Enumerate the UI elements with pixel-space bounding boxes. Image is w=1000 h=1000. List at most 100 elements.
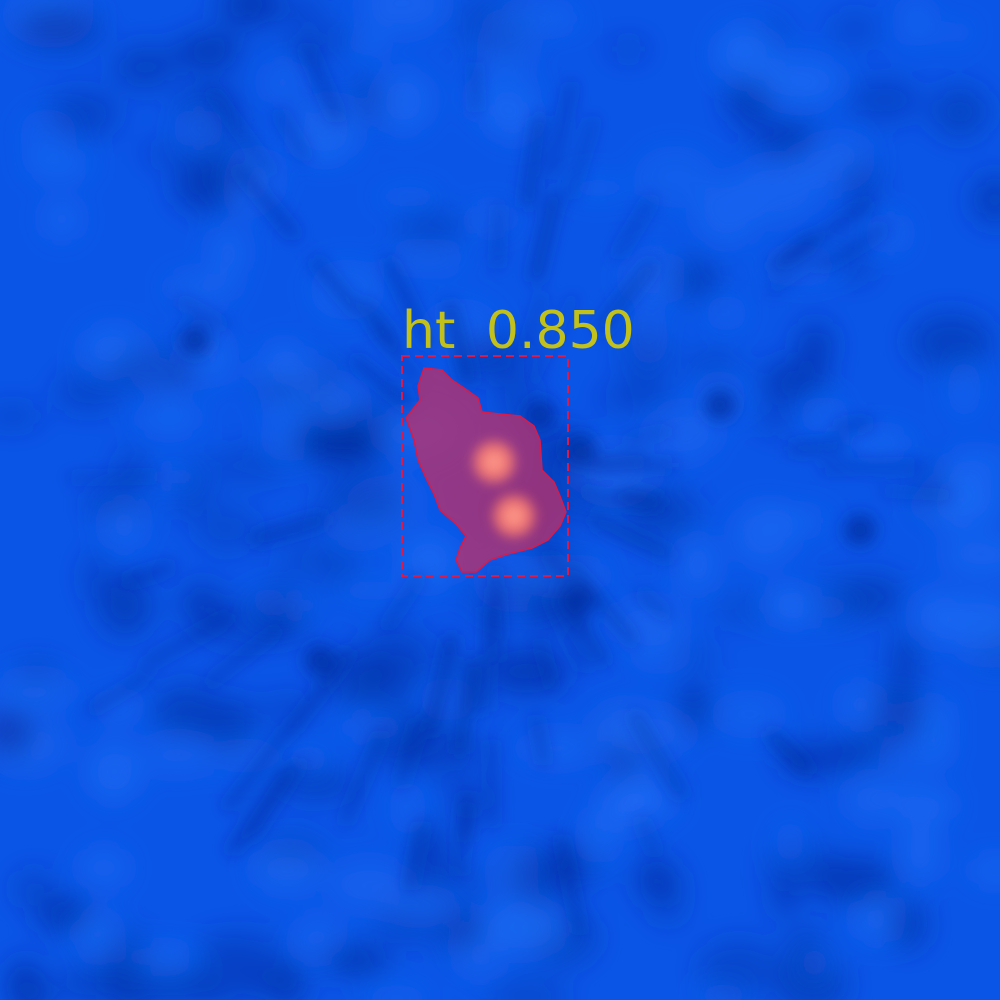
noise-blotch xyxy=(969,856,1000,886)
noise-streak xyxy=(87,672,151,714)
noise-blotch xyxy=(847,78,922,122)
noise-blotch xyxy=(291,106,358,162)
noise-blotch xyxy=(197,506,259,552)
noise-blotch xyxy=(607,38,650,60)
noise-streak xyxy=(454,654,475,755)
noise-streak xyxy=(879,488,955,499)
noise-blotch xyxy=(181,109,216,147)
noise-streak xyxy=(521,115,546,209)
noise-streak xyxy=(176,297,230,330)
noise-streak xyxy=(382,573,424,631)
noise-blotch xyxy=(888,899,928,951)
noise-blotch xyxy=(839,682,881,728)
noise-streak xyxy=(532,714,548,766)
noise-blotch xyxy=(913,587,956,645)
noise-blotch xyxy=(565,176,631,200)
noise-blotch xyxy=(78,847,130,889)
noise-blotch xyxy=(389,780,426,837)
noise-streak xyxy=(832,418,874,432)
detection-label: ht 0.850 xyxy=(402,301,635,361)
noise-streak xyxy=(300,42,344,123)
noise-streak xyxy=(556,833,586,936)
noise-streak xyxy=(121,562,176,586)
noise-blotch xyxy=(462,574,548,619)
noise-blotch xyxy=(97,575,154,637)
noise-streak xyxy=(621,427,674,444)
noise-blotch xyxy=(901,0,932,47)
dark-spot xyxy=(844,514,876,546)
noise-blotch xyxy=(359,624,436,687)
noise-blotch xyxy=(146,466,201,488)
noise-blotch xyxy=(354,31,384,56)
noise-blotch xyxy=(829,12,880,46)
noise-blotch xyxy=(920,714,952,769)
noise-streak xyxy=(405,821,427,891)
noise-blotch xyxy=(284,594,314,617)
noise-blotch xyxy=(376,69,432,133)
noise-blotch xyxy=(13,869,55,909)
noise-blotch xyxy=(495,5,583,31)
noise-streak xyxy=(589,514,675,562)
noise-streak xyxy=(274,108,311,162)
noise-blotch xyxy=(0,709,36,756)
noise-blotch xyxy=(908,312,994,371)
dark-spot xyxy=(704,389,736,421)
noise-blotch xyxy=(121,978,154,1000)
noise-blotch xyxy=(596,387,676,409)
noise-blotch xyxy=(518,731,596,765)
noise-blotch xyxy=(7,959,41,1000)
noise-blotch xyxy=(42,197,82,241)
noise-blotch xyxy=(140,967,224,1000)
noise-blotch xyxy=(385,245,469,270)
noise-blotch xyxy=(22,154,96,176)
noise-blotch xyxy=(113,45,177,90)
noise-streak xyxy=(204,625,283,688)
noise-streak xyxy=(482,606,492,712)
noise-blotch xyxy=(697,939,781,999)
noise-blotch xyxy=(334,578,411,603)
noise-blotch xyxy=(915,461,948,514)
noise-blotch xyxy=(887,786,957,823)
noise-blotch xyxy=(255,378,297,401)
noise-streak xyxy=(247,757,305,841)
noise-blotch xyxy=(400,532,458,589)
noise-blotch xyxy=(619,329,674,390)
noise-blotch xyxy=(799,946,830,980)
noise-blotch xyxy=(153,685,218,739)
noise-blotch xyxy=(938,19,976,46)
noise-streak xyxy=(490,586,503,663)
noise-blotch xyxy=(472,101,534,124)
noise-blotch xyxy=(651,871,686,928)
noise-blotch xyxy=(404,869,491,895)
noise-blotch xyxy=(16,6,101,50)
noise-blotch xyxy=(261,337,305,373)
noise-streak xyxy=(287,648,355,734)
noise-blotch xyxy=(775,819,806,864)
noise-blotch xyxy=(279,24,357,57)
noise-blotch xyxy=(271,957,307,1000)
noise-streak xyxy=(223,725,292,811)
source-blob xyxy=(405,367,567,573)
noise-blotch xyxy=(842,574,904,619)
noise-streak xyxy=(819,224,889,270)
noise-blotch xyxy=(775,958,849,1000)
noise-streak xyxy=(311,256,361,315)
noise-blotch xyxy=(891,631,921,683)
noise-blotch xyxy=(448,784,492,812)
noise-blotch xyxy=(103,499,145,551)
noise-blotch xyxy=(373,184,444,209)
noise-blotch xyxy=(770,868,801,921)
noise-blotch xyxy=(747,125,812,159)
noise-streak xyxy=(629,710,687,800)
noise-blotch xyxy=(81,910,119,965)
noise-streak xyxy=(461,800,474,843)
noise-streak xyxy=(590,452,650,468)
noise-blotch xyxy=(308,540,361,589)
noise-blotch xyxy=(208,447,290,484)
noise-blotch xyxy=(627,760,661,822)
noise-streak xyxy=(636,589,670,618)
noise-blotch xyxy=(841,155,880,212)
noise-blotch xyxy=(364,984,430,1000)
